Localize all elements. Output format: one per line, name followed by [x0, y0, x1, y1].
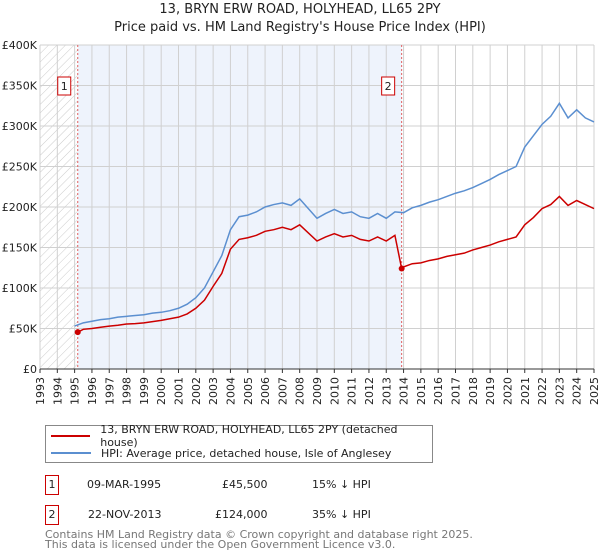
series-line: [77, 195, 595, 333]
sale-price: £124,000: [215, 508, 268, 521]
x-tick-label: 2006: [259, 377, 272, 405]
x-tick-label: 2013: [380, 377, 393, 405]
x-tick-label: 2022: [536, 377, 549, 405]
x-tick-label: 2007: [276, 377, 289, 405]
y-tick-label: £400K: [2, 39, 38, 52]
x-tick-label: 1995: [69, 377, 82, 405]
footer: Contains HM Land Registry data © Crown c…: [45, 528, 473, 551]
x-tick-label: 1999: [138, 377, 151, 405]
x-tick-label: 2002: [190, 377, 203, 405]
sale-delta: 15% ↓ HPI: [312, 478, 371, 491]
y-tick-label: £250K: [2, 161, 38, 174]
sale-row: 2 22-NOV-2013 £124,000 35% ↓ HPI: [45, 505, 445, 525]
x-tick-label: 2008: [294, 377, 307, 405]
x-tick-label: 2016: [432, 377, 445, 405]
footer-licence: This data is licensed under the Open Gov…: [45, 538, 396, 551]
x-tick-label: 2025: [588, 377, 600, 405]
x-tick-label: 2020: [501, 377, 514, 405]
x-tick-label: 2019: [484, 377, 497, 405]
x-tick-label: 1994: [51, 377, 64, 405]
x-tick-label: 2024: [571, 377, 584, 405]
x-tick-label: 2011: [346, 377, 359, 405]
legend-swatch-blue: [51, 452, 91, 454]
sale-label: 2: [385, 80, 392, 93]
sale-label: 1: [61, 80, 68, 93]
chart-subtitle: Price paid vs. HM Land Registry's House …: [114, 20, 486, 35]
legend-item-property: 13, BRYN ERW ROAD, HOLYHEAD, LL65 2PY (d…: [51, 423, 432, 449]
sale-badge: 2: [45, 505, 59, 525]
sale-label-box: [381, 76, 396, 96]
series-line: [74, 101, 595, 327]
x-tick-label: 2021: [519, 377, 532, 405]
chart-title: 13, BRYN ERW ROAD, HOLYHEAD, LL65 2PY: [159, 2, 441, 17]
x-tick-label: 2003: [207, 377, 220, 405]
sale-point: [398, 265, 405, 272]
x-tick-label: 2015: [415, 377, 428, 405]
x-tick-label: 2000: [155, 377, 168, 405]
sale-badge: 1: [45, 475, 59, 495]
x-tick-label: 2009: [311, 377, 324, 405]
y-tick-label: £150K: [2, 242, 38, 255]
x-tick-label: 1996: [86, 377, 99, 405]
footer-copyright: Contains HM Land Registry data © Crown c…: [45, 528, 473, 541]
legend-swatch-red: [51, 435, 91, 437]
y-tick-label: £100K: [2, 282, 38, 295]
price-chart: 1993 1994 1995 1996 1997 1998 1999 2000 2001 2002…: [2, 39, 600, 405]
y-tick-label: £300K: [2, 120, 38, 133]
x-tick-label: 2018: [467, 377, 480, 405]
sale-row: 1 09-MAR-1995 £45,500 15% ↓ HPI: [45, 475, 445, 495]
x-tick-label: 1998: [121, 377, 134, 405]
y-tick-label: £200K: [2, 201, 38, 214]
legend: 13, BRYN ERW ROAD, HOLYHEAD, LL65 2PY (d…: [45, 423, 433, 463]
x-tick-label: 2001: [173, 377, 186, 405]
x-tick-label: 2017: [450, 377, 463, 405]
legend-item-hpi: HPI: Average price, detached house, Isle…: [51, 445, 391, 461]
x-tick-label: 2014: [398, 377, 411, 405]
sale-label-box: [57, 76, 72, 96]
x-tick-label: 1993: [34, 377, 47, 405]
sale-point: [74, 329, 81, 336]
x-tick-label: 2023: [553, 377, 566, 405]
x-tick-label: 1997: [103, 377, 116, 405]
x-tick-label: 2004: [224, 377, 237, 405]
y-tick-label: £350K: [2, 80, 38, 93]
sale-date: 22-NOV-2013: [88, 508, 162, 521]
sale-delta: 35% ↓ HPI: [312, 508, 371, 521]
legend-label: HPI: Average price, detached house, Isle…: [101, 446, 392, 460]
x-tick-label: 2005: [242, 377, 255, 405]
legend-label: 13, BRYN ERW ROAD, HOLYHEAD, LL65 2PY (d…: [100, 423, 398, 449]
x-tick-label: 2012: [363, 377, 376, 405]
sale-date: 09-MAR-1995: [87, 478, 162, 491]
x-tick-label: 2010: [328, 377, 341, 405]
y-tick-label: £50K: [9, 323, 38, 336]
y-tick-label: £0: [23, 363, 37, 376]
sale-price: £45,500: [222, 478, 268, 491]
